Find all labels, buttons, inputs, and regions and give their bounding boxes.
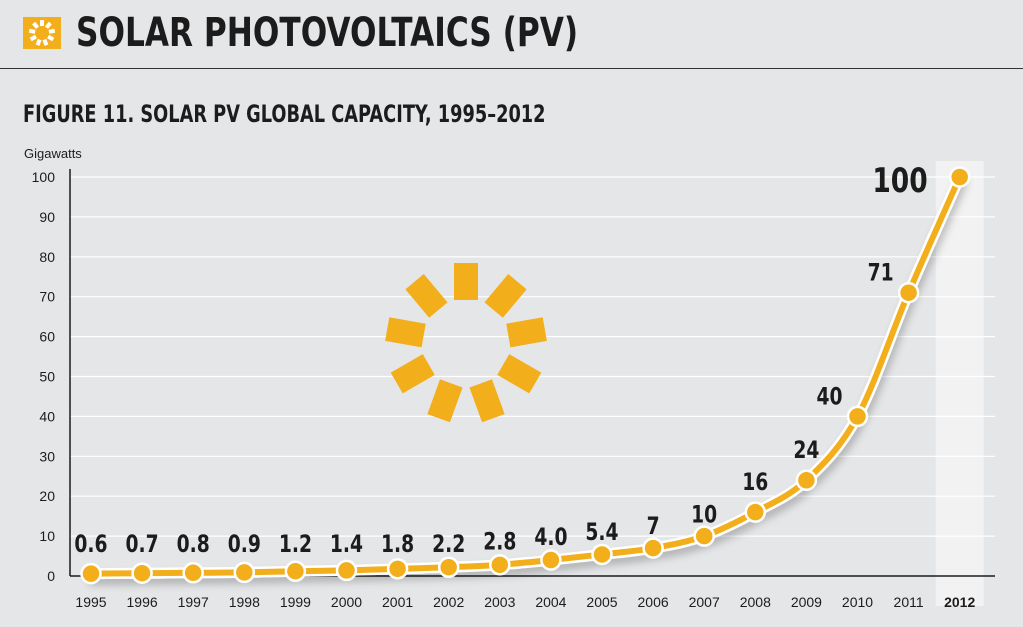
data-point — [642, 537, 664, 559]
x-tick-label: 2006 — [638, 594, 669, 610]
data-label: 10 — [691, 501, 717, 529]
data-point — [897, 281, 920, 304]
sun-ray — [405, 274, 448, 318]
data-label: 71 — [868, 260, 894, 288]
data-label: 100 — [872, 162, 927, 201]
x-tick-label: 1997 — [178, 594, 209, 610]
data-label: 40 — [816, 383, 842, 411]
data-label: 1.2 — [279, 531, 312, 559]
data-label: 7 — [647, 513, 660, 541]
data-label: 0.6 — [74, 531, 107, 559]
data-point — [846, 405, 869, 428]
sun-ray — [427, 379, 463, 423]
y-tick-label: 20 — [39, 488, 55, 504]
sun-ray — [506, 317, 547, 348]
highlight-column-2012 — [935, 161, 984, 606]
x-tick-label: 2008 — [740, 594, 771, 610]
data-point — [131, 562, 153, 584]
data-point — [182, 562, 204, 584]
data-label: 2.8 — [483, 529, 516, 557]
data-point — [540, 549, 562, 571]
x-tick-label: 2009 — [791, 594, 822, 610]
x-tick-label: 2004 — [535, 594, 566, 610]
y-tick-label: 0 — [47, 568, 55, 584]
gridlines — [70, 176, 995, 537]
y-tick-label: 100 — [32, 169, 56, 185]
y-tick-label: 40 — [39, 408, 55, 424]
data-label: 0.9 — [228, 531, 261, 559]
data-point — [386, 558, 409, 580]
page-header: SOLAR PHOTOVOLTAICS (PV) — [0, 0, 1023, 69]
x-tick-labels: 1995 1996 1997 1998 1999 2000 2001 2002 2003 2004… — [75, 594, 975, 610]
x-tick-label: 1998 — [229, 594, 260, 610]
x-tick-label: 2000 — [331, 594, 362, 610]
sun-icon — [23, 17, 61, 49]
sun-icon — [385, 263, 547, 423]
y-tick-label: 30 — [39, 448, 55, 464]
data-label: 24 — [793, 437, 819, 465]
sun-ray — [469, 379, 505, 423]
data-point — [233, 561, 256, 584]
data-point — [80, 562, 102, 585]
x-tick-label: 2007 — [689, 594, 720, 610]
data-point — [284, 560, 307, 582]
sun-ray — [390, 354, 435, 394]
data-point — [693, 525, 715, 547]
data-point — [591, 543, 613, 566]
sun-ray — [497, 354, 542, 394]
sun-ray — [454, 263, 478, 300]
data-label: 16 — [742, 469, 768, 497]
x-tick-label: 2001 — [382, 594, 413, 610]
y-tick-label: 10 — [39, 528, 55, 544]
data-point — [795, 469, 818, 491]
y-tick-label: 70 — [39, 289, 55, 305]
data-point — [489, 554, 511, 576]
data-point — [744, 501, 767, 523]
y-tick-label: 50 — [39, 369, 55, 385]
page-title: SOLAR PHOTOVOLTAICS (PV) — [76, 10, 579, 56]
x-tick-label: 1999 — [280, 594, 311, 610]
y-axis-label: Gigawatts — [24, 146, 82, 161]
sun-ray — [385, 317, 426, 348]
x-tick-label: 1995 — [75, 594, 106, 610]
x-tick-label: 2003 — [484, 594, 515, 610]
data-label: 0.7 — [126, 531, 159, 559]
y-tick-labels: 0 10 20 30 40 50 60 70 80 90 100 — [32, 169, 56, 584]
x-tick-label: 2010 — [842, 594, 873, 610]
x-tick-label: 1996 — [127, 594, 158, 610]
y-tick-label: 80 — [39, 249, 55, 265]
data-label: 4.0 — [534, 524, 567, 552]
y-tick-label: 60 — [39, 329, 55, 345]
data-points — [80, 166, 971, 585]
data-point — [335, 559, 358, 582]
data-point — [948, 166, 971, 188]
x-tick-label: 2002 — [433, 594, 464, 610]
chart-title: FIGURE 11. SOLAR PV GLOBAL CAPACITY, 199… — [23, 100, 546, 128]
x-tick-label: 2005 — [586, 594, 617, 610]
data-label: 2.2 — [432, 531, 465, 559]
data-label: 1.4 — [330, 531, 363, 559]
sun-ray — [484, 274, 527, 318]
data-point — [437, 556, 460, 578]
data-label: 5.4 — [585, 519, 618, 547]
data-label: 0.8 — [177, 531, 210, 559]
data-label: 1.8 — [381, 531, 414, 559]
x-tick-label: 2011 — [894, 594, 924, 610]
x-tick-label: 2012 — [944, 594, 975, 610]
y-tick-label: 90 — [39, 209, 55, 225]
data-labels: 0.6 0.7 0.8 0.9 1.2 1.4 1.8 2.2 2.8 4.0 5.4 7 10 16 24… — [74, 162, 927, 559]
